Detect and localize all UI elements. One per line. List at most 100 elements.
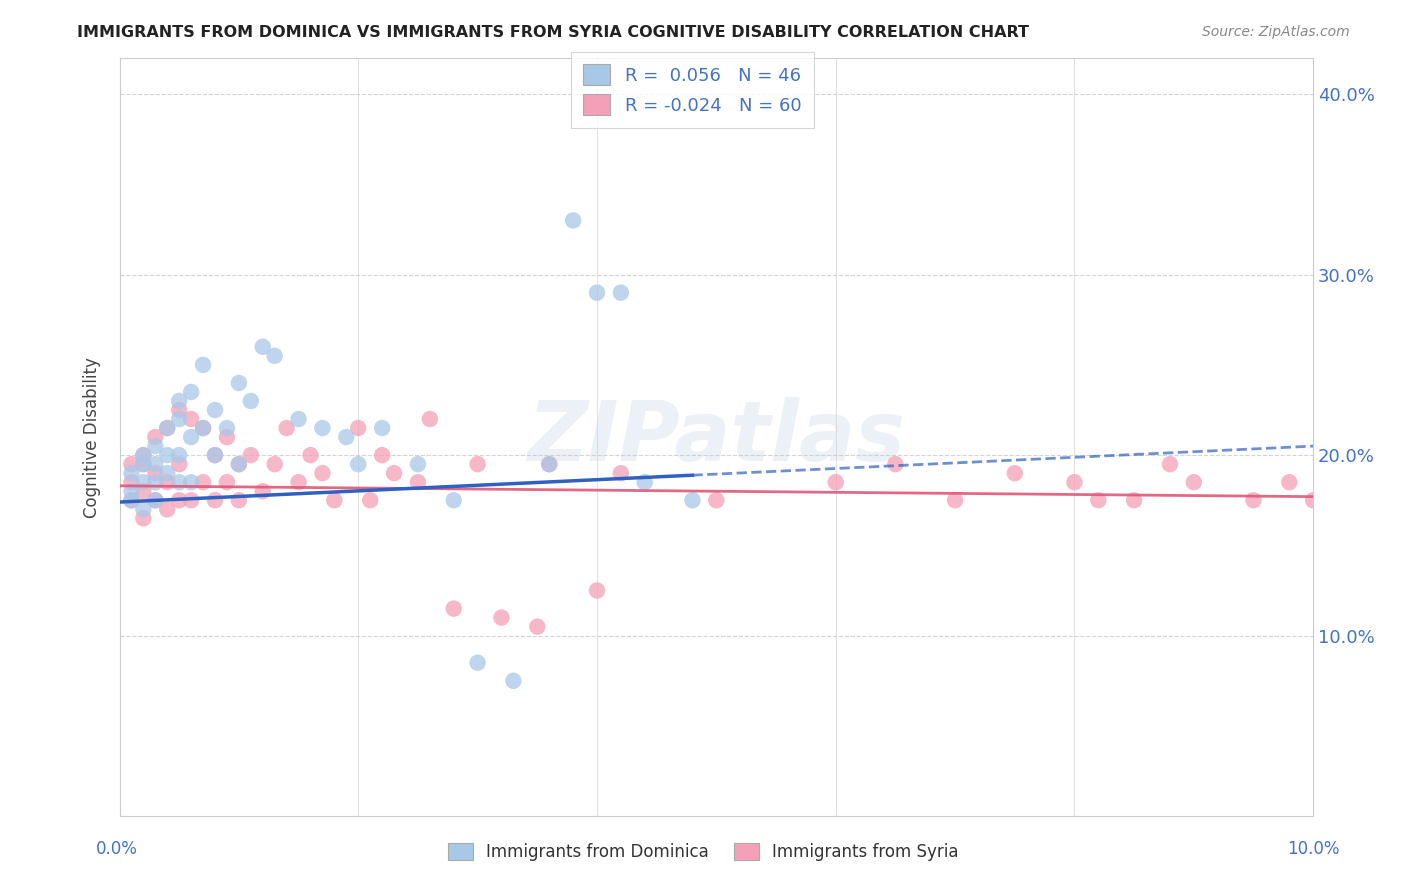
Point — [191, 475, 214, 490]
Point — [634, 475, 657, 490]
Point — [204, 448, 226, 462]
Point — [323, 493, 346, 508]
Point — [167, 394, 190, 409]
Point — [1278, 475, 1301, 490]
Point — [347, 421, 370, 435]
Legend: R =  0.056   N = 46, R = -0.024   N = 60: R = 0.056 N = 46, R = -0.024 N = 60 — [571, 52, 814, 128]
Point — [1302, 493, 1324, 508]
Point — [143, 457, 166, 471]
Point — [1159, 457, 1181, 471]
Point — [167, 412, 190, 426]
Point — [180, 412, 202, 426]
Point — [299, 448, 322, 462]
Point — [1182, 475, 1205, 490]
Point — [263, 349, 285, 363]
Point — [191, 421, 214, 435]
Point — [467, 656, 489, 670]
Point — [132, 484, 155, 499]
Point — [502, 673, 524, 688]
Point — [120, 493, 142, 508]
Point — [491, 610, 513, 624]
Point — [167, 403, 190, 417]
Point — [586, 285, 609, 300]
Point — [706, 493, 728, 508]
Point — [191, 421, 214, 435]
Point — [562, 213, 585, 227]
Point — [143, 493, 166, 508]
Point — [215, 430, 238, 444]
Point — [180, 384, 202, 399]
Point — [586, 583, 609, 598]
Point — [406, 475, 429, 490]
Point — [215, 421, 238, 435]
Point — [156, 421, 179, 435]
Point — [132, 448, 155, 462]
Point — [228, 493, 250, 508]
Point — [1243, 493, 1265, 508]
Point — [156, 502, 179, 516]
Point — [120, 475, 142, 490]
Point — [228, 376, 250, 390]
Text: IMMIGRANTS FROM DOMINICA VS IMMIGRANTS FROM SYRIA COGNITIVE DISABILITY CORRELATI: IMMIGRANTS FROM DOMINICA VS IMMIGRANTS F… — [77, 25, 1029, 40]
Point — [884, 457, 907, 471]
Point — [132, 457, 155, 471]
Text: 0.0%: 0.0% — [96, 840, 138, 858]
Text: Source: ZipAtlas.com: Source: ZipAtlas.com — [1202, 25, 1350, 39]
Point — [311, 466, 333, 480]
Point — [538, 457, 561, 471]
Point — [143, 493, 166, 508]
Point — [132, 511, 155, 525]
Point — [191, 358, 214, 372]
Point — [239, 448, 262, 462]
Point — [538, 457, 561, 471]
Point — [143, 430, 166, 444]
Point — [252, 484, 274, 499]
Point — [204, 493, 226, 508]
Point — [276, 421, 298, 435]
Point — [204, 448, 226, 462]
Point — [335, 430, 357, 444]
Point — [371, 448, 394, 462]
Point — [347, 457, 370, 471]
Point — [443, 493, 465, 508]
Point — [156, 448, 179, 462]
Point — [943, 493, 966, 508]
Y-axis label: Cognitive Disability: Cognitive Disability — [83, 357, 101, 517]
Point — [180, 430, 202, 444]
Point — [287, 412, 309, 426]
Point — [467, 457, 489, 471]
Legend: Immigrants from Dominica, Immigrants from Syria: Immigrants from Dominica, Immigrants fro… — [441, 836, 965, 868]
Point — [682, 493, 704, 508]
Point — [1123, 493, 1146, 508]
Point — [180, 493, 202, 508]
Point — [359, 493, 381, 508]
Point — [167, 448, 190, 462]
Point — [287, 475, 309, 490]
Point — [120, 484, 142, 499]
Point — [132, 502, 155, 516]
Text: 10.0%: 10.0% — [1286, 840, 1340, 858]
Point — [252, 340, 274, 354]
Point — [228, 457, 250, 471]
Point — [120, 493, 142, 508]
Point — [610, 285, 633, 300]
Point — [167, 475, 190, 490]
Point — [120, 457, 142, 471]
Point — [143, 439, 166, 453]
Point — [143, 475, 166, 490]
Point — [120, 466, 142, 480]
Point — [204, 403, 226, 417]
Point — [382, 466, 405, 480]
Point — [132, 457, 155, 471]
Point — [443, 601, 465, 615]
Point — [1087, 493, 1109, 508]
Point — [311, 421, 333, 435]
Point — [156, 421, 179, 435]
Point — [132, 448, 155, 462]
Point — [406, 457, 429, 471]
Point — [263, 457, 285, 471]
Point — [526, 619, 548, 633]
Point — [156, 475, 179, 490]
Point — [419, 412, 441, 426]
Point — [215, 475, 238, 490]
